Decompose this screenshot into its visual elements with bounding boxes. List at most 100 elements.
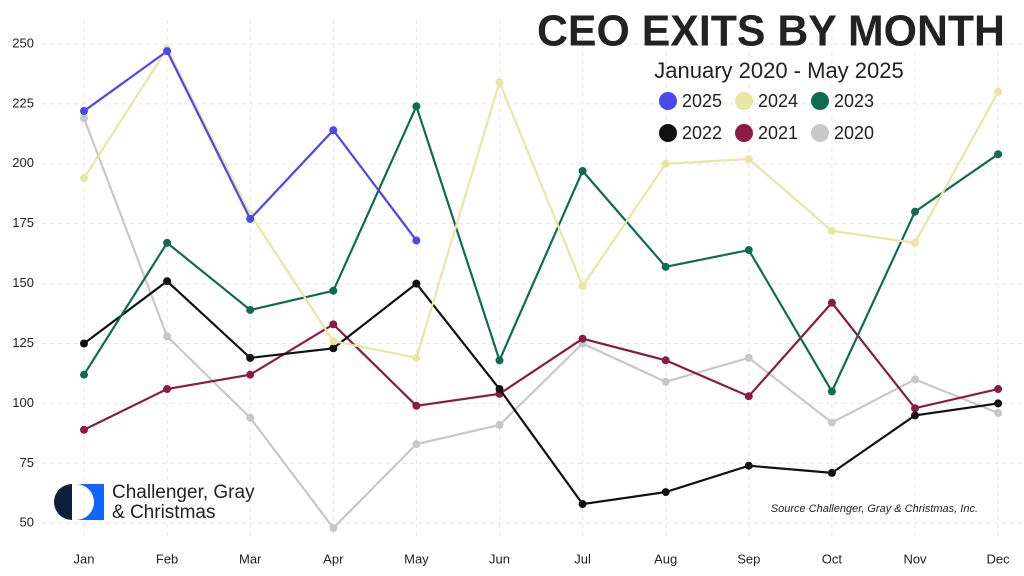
legend-label: 2022 bbox=[682, 123, 722, 143]
data-point bbox=[744, 392, 753, 401]
data-point bbox=[80, 174, 88, 183]
data-point bbox=[80, 114, 88, 123]
data-point bbox=[495, 356, 504, 365]
data-point bbox=[661, 356, 670, 365]
x-tick-label: Nov bbox=[903, 551, 927, 566]
data-point bbox=[661, 488, 670, 497]
series-line bbox=[83, 279, 999, 506]
source-note: Source Challenger, Gray & Christmas, Inc… bbox=[771, 503, 978, 515]
data-point bbox=[578, 166, 587, 175]
data-point bbox=[246, 413, 255, 422]
data-point bbox=[994, 385, 1003, 394]
data-point bbox=[744, 246, 753, 255]
data-point bbox=[163, 47, 172, 56]
data-point bbox=[412, 353, 421, 362]
series-line bbox=[83, 46, 1000, 360]
data-point bbox=[911, 375, 919, 384]
data-point bbox=[827, 226, 836, 235]
legend-swatch bbox=[659, 124, 677, 142]
y-tick-label: 175 bbox=[12, 215, 34, 230]
data-point bbox=[578, 281, 587, 290]
chart-subtitle: January 2020 - May 2025 bbox=[654, 58, 904, 83]
data-point bbox=[163, 385, 172, 394]
legend-label: 2020 bbox=[834, 123, 874, 143]
data-point bbox=[578, 500, 587, 509]
data-point bbox=[246, 305, 255, 314]
legend: 2025 2024 2023 2022 2021 2020 bbox=[659, 91, 874, 143]
x-tick-label: Jan bbox=[74, 551, 95, 566]
x-tick-label: Aug bbox=[654, 551, 677, 566]
data-point bbox=[911, 207, 919, 216]
legend-label: 2025 bbox=[682, 91, 722, 111]
data-point bbox=[495, 78, 504, 87]
data-point bbox=[329, 320, 338, 329]
y-tick-label: 250 bbox=[12, 35, 34, 50]
data-point bbox=[744, 353, 753, 362]
data-point bbox=[744, 461, 753, 470]
data-point bbox=[827, 298, 836, 307]
data-point bbox=[329, 337, 338, 346]
data-point bbox=[827, 468, 836, 477]
series-line bbox=[83, 103, 999, 394]
x-tick-label: May bbox=[404, 551, 429, 566]
legend-swatch bbox=[811, 124, 829, 142]
data-point bbox=[80, 425, 88, 434]
data-point bbox=[744, 154, 753, 163]
y-tick-label: 150 bbox=[12, 275, 34, 290]
data-point bbox=[994, 87, 1003, 96]
data-point bbox=[495, 385, 504, 394]
data-point bbox=[911, 411, 919, 420]
data-point bbox=[412, 279, 421, 288]
data-point bbox=[911, 238, 919, 247]
data-point bbox=[329, 126, 338, 135]
legend-swatch bbox=[735, 124, 753, 142]
data-point bbox=[661, 377, 670, 386]
data-point bbox=[994, 408, 1003, 417]
logo-text: & Christmas bbox=[112, 502, 215, 523]
legend-label: 2023 bbox=[834, 91, 874, 111]
x-tick-label: Jun bbox=[489, 551, 510, 566]
data-point bbox=[578, 334, 587, 343]
data-point bbox=[495, 420, 504, 429]
data-point bbox=[994, 150, 1003, 159]
series-line bbox=[83, 301, 999, 431]
data-point bbox=[329, 344, 338, 353]
x-tick-label: Sep bbox=[737, 551, 760, 566]
data-point bbox=[412, 401, 421, 410]
data-point bbox=[412, 440, 421, 449]
data-point bbox=[329, 286, 338, 295]
legend-label: 2021 bbox=[758, 123, 798, 143]
data-point bbox=[246, 370, 255, 379]
y-tick-label: 200 bbox=[12, 155, 34, 170]
data-point bbox=[80, 370, 88, 379]
data-point bbox=[163, 238, 172, 247]
y-tick-label: 100 bbox=[12, 395, 34, 410]
y-tick-label: 50 bbox=[20, 515, 34, 530]
x-tick-label: Apr bbox=[323, 551, 344, 566]
legend-swatch bbox=[811, 92, 829, 110]
legend-label: 2024 bbox=[758, 91, 798, 111]
data-point bbox=[412, 102, 421, 111]
x-tick-label: Oct bbox=[822, 551, 843, 566]
data-point bbox=[911, 404, 919, 413]
logo: Challenger, Gray & Christmas bbox=[54, 482, 255, 523]
data-point bbox=[994, 399, 1003, 408]
x-tick-label: Jul bbox=[574, 551, 591, 566]
legend-swatch bbox=[659, 92, 677, 110]
lines bbox=[80, 44, 1003, 533]
x-tick-label: Dec bbox=[987, 551, 1011, 566]
logo-icon bbox=[54, 484, 72, 520]
data-point bbox=[412, 236, 421, 245]
x-tick-label: Mar bbox=[239, 551, 262, 566]
data-point bbox=[163, 332, 172, 341]
data-point bbox=[329, 524, 338, 533]
data-point bbox=[80, 107, 88, 116]
data-point bbox=[80, 339, 88, 348]
y-tick-label: 225 bbox=[12, 95, 34, 110]
data-point bbox=[827, 418, 836, 427]
x-tick-label: Feb bbox=[156, 551, 178, 566]
chart-title: CEO EXITS BY MONTH bbox=[537, 7, 1005, 56]
y-tick-label: 125 bbox=[12, 335, 34, 350]
